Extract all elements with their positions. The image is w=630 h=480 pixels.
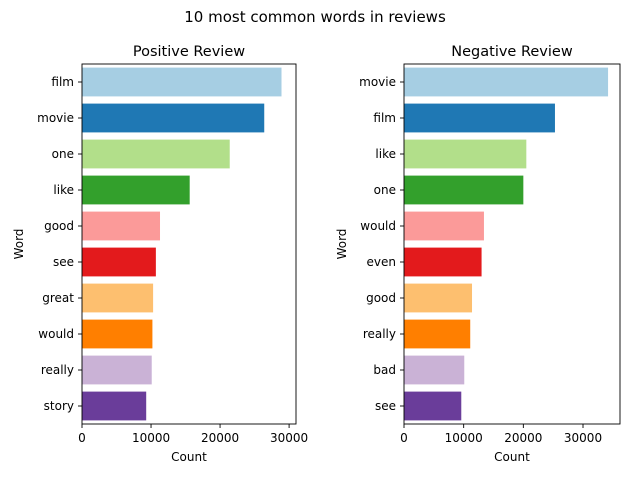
positive-bar-really (82, 355, 152, 385)
positive-xtick-label: 20000 (201, 431, 239, 445)
positive-bar-one (82, 139, 230, 169)
positive-ytick-label: one (52, 147, 74, 161)
positive-ytick-label: like (53, 183, 74, 197)
negative-bar-one (404, 175, 524, 205)
negative-ytick-label: would (360, 219, 396, 233)
negative-bar-film (404, 103, 555, 133)
negative-xaxis-label: Count (494, 450, 530, 464)
positive-ytick-label: see (53, 255, 74, 269)
positive-ytick-label: movie (37, 111, 74, 125)
positive-bar-film (82, 67, 282, 97)
panel-negative: movie film like one would even good really bad se… (335, 44, 621, 464)
negative-ytick-label: one (374, 183, 396, 197)
negative-bar-see (404, 391, 462, 421)
positive-bar-see (82, 247, 156, 277)
positive-bar-would (82, 319, 153, 349)
panel-positive: film movie one like good see great would really s… (12, 44, 308, 464)
positive-ytick-label: really (41, 363, 74, 377)
negative-bar-movie (404, 67, 609, 97)
negative-panel-title: Negative Review (451, 44, 573, 60)
negative-ytick-label: really (363, 327, 396, 341)
positive-xtick-label: 10000 (132, 431, 170, 445)
negative-bar-really (404, 319, 471, 349)
positive-bar-great (82, 283, 154, 313)
negative-xtick-label: 0 (400, 431, 408, 445)
positive-ytick-label: great (42, 291, 74, 305)
negative-ytick-label: movie (359, 75, 396, 89)
negative-bar-would (404, 211, 484, 241)
negative-xtick-label: 20000 (504, 431, 542, 445)
negative-ytick-label: good (366, 291, 396, 305)
negative-ytick-label: film (373, 111, 396, 125)
negative-bar-even (404, 247, 482, 277)
negative-ytick-label: see (375, 399, 396, 413)
negative-xtick-label: 10000 (445, 431, 483, 445)
figure-title: 10 most common words in reviews (184, 8, 446, 26)
negative-ytick-label: even (367, 255, 396, 269)
positive-xtick-label: 0 (78, 431, 86, 445)
positive-bar-like (82, 175, 190, 205)
negative-axes-frame (403, 63, 621, 425)
positive-ytick-label: would (38, 327, 74, 341)
positive-ytick-label: story (44, 399, 74, 413)
positive-xaxis-label: Count (171, 450, 207, 464)
negative-ytick-label: bad (373, 363, 396, 377)
positive-bar-good (82, 211, 161, 241)
positive-axes-frame (81, 63, 297, 425)
positive-bar-movie (82, 103, 265, 133)
negative-bar-good (404, 283, 473, 313)
negative-bar-like (404, 139, 527, 169)
positive-xtick-label: 30000 (270, 431, 308, 445)
negative-yaxis-label: Word (335, 229, 349, 260)
negative-ytick-label: like (375, 147, 396, 161)
positive-yaxis-label: Word (12, 229, 26, 260)
positive-panel-title: Positive Review (133, 44, 245, 60)
negative-xtick-label: 30000 (564, 431, 602, 445)
negative-bar-bad (404, 355, 465, 385)
positive-bar-story (82, 391, 147, 421)
positive-ytick-label: good (44, 219, 74, 233)
positive-ytick-label: film (51, 75, 74, 89)
